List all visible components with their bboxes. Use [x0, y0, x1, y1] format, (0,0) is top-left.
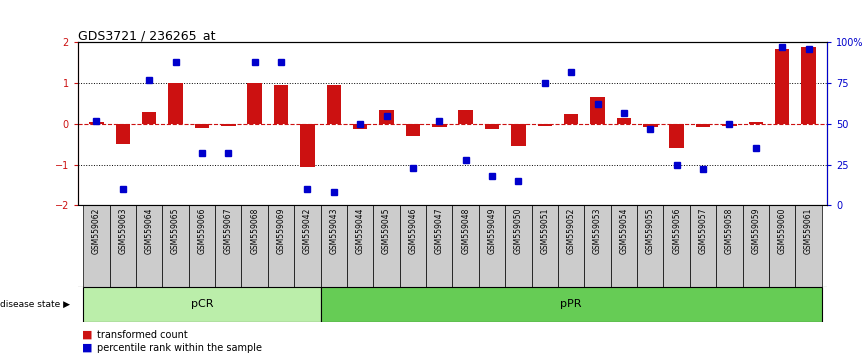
Bar	[221, 124, 236, 126]
Bar	[743, 205, 769, 287]
Bar	[248, 83, 262, 124]
Bar	[564, 114, 578, 124]
Bar	[89, 122, 104, 124]
Bar	[532, 205, 558, 287]
Bar	[195, 124, 210, 128]
Bar	[511, 124, 526, 146]
Text: GSM559044: GSM559044	[356, 208, 365, 254]
Bar	[775, 48, 790, 124]
Text: GSM559046: GSM559046	[409, 208, 417, 254]
Bar	[690, 205, 716, 287]
Text: GSM559053: GSM559053	[593, 208, 602, 254]
Text: GSM559059: GSM559059	[752, 208, 760, 254]
Bar	[637, 205, 663, 287]
Text: GSM559061: GSM559061	[804, 208, 813, 254]
Text: GSM559057: GSM559057	[699, 208, 708, 254]
Bar	[320, 287, 822, 322]
Text: transformed count: transformed count	[97, 330, 188, 339]
Bar	[432, 124, 447, 127]
Bar	[301, 124, 314, 167]
Text: GSM559047: GSM559047	[435, 208, 443, 254]
Bar	[585, 205, 611, 287]
Text: GSM559050: GSM559050	[514, 208, 523, 254]
Text: GSM559051: GSM559051	[540, 208, 549, 254]
Text: GSM559064: GSM559064	[145, 208, 153, 254]
Bar	[353, 124, 367, 129]
Text: pCR: pCR	[191, 299, 213, 309]
Bar	[136, 205, 162, 287]
Bar	[320, 205, 347, 287]
Bar	[663, 205, 690, 287]
Text: GSM559052: GSM559052	[566, 208, 576, 254]
Bar	[215, 205, 242, 287]
Text: disease state ▶: disease state ▶	[0, 300, 70, 309]
Text: GSM559049: GSM559049	[488, 208, 496, 254]
Text: pPR: pPR	[560, 299, 582, 309]
Bar	[479, 205, 505, 287]
Bar	[274, 85, 288, 124]
Bar	[485, 124, 500, 129]
Bar	[426, 205, 452, 287]
Bar	[142, 112, 157, 124]
Bar	[400, 205, 426, 287]
Text: GSM559042: GSM559042	[303, 208, 312, 254]
Bar	[168, 83, 183, 124]
Text: GSM559058: GSM559058	[725, 208, 734, 254]
Text: GSM559043: GSM559043	[329, 208, 339, 254]
Bar	[695, 124, 710, 127]
Bar	[326, 85, 341, 124]
Bar	[110, 205, 136, 287]
Text: GSM559062: GSM559062	[92, 208, 101, 254]
Bar	[617, 118, 631, 124]
Bar	[538, 124, 552, 126]
Bar	[347, 205, 373, 287]
Bar	[722, 124, 737, 126]
Bar	[795, 205, 822, 287]
Text: percentile rank within the sample: percentile rank within the sample	[97, 343, 262, 353]
Text: GSM559063: GSM559063	[119, 208, 127, 254]
Bar	[379, 110, 394, 124]
Bar	[611, 205, 637, 287]
Bar	[162, 205, 189, 287]
Bar	[83, 205, 110, 287]
Text: GSM559069: GSM559069	[276, 208, 286, 254]
Bar	[669, 124, 684, 148]
Bar	[748, 122, 763, 124]
Bar	[801, 47, 816, 124]
Bar	[558, 205, 585, 287]
Bar	[505, 205, 532, 287]
Bar	[716, 205, 743, 287]
Text: GSM559065: GSM559065	[171, 208, 180, 254]
Text: ■: ■	[82, 330, 93, 339]
Text: GSM559060: GSM559060	[778, 208, 786, 254]
Text: GSM559056: GSM559056	[672, 208, 682, 254]
Text: GSM559054: GSM559054	[619, 208, 629, 254]
Bar	[83, 287, 320, 322]
Text: GSM559068: GSM559068	[250, 208, 259, 254]
Bar	[769, 205, 795, 287]
Text: GSM559055: GSM559055	[646, 208, 655, 254]
Bar	[189, 205, 215, 287]
Bar	[452, 205, 479, 287]
Bar	[643, 124, 657, 127]
Text: GSM559067: GSM559067	[223, 208, 233, 254]
Bar	[268, 205, 294, 287]
Text: ■: ■	[82, 343, 93, 353]
Text: GSM559048: GSM559048	[462, 208, 470, 254]
Text: GSM559045: GSM559045	[382, 208, 391, 254]
Bar	[242, 205, 268, 287]
Text: GSM559066: GSM559066	[197, 208, 206, 254]
Bar	[591, 97, 604, 124]
Bar	[115, 124, 130, 144]
Bar	[405, 124, 420, 136]
Bar	[373, 205, 400, 287]
Bar	[294, 205, 320, 287]
Text: GDS3721 / 236265_at: GDS3721 / 236265_at	[78, 29, 216, 42]
Bar	[458, 110, 473, 124]
